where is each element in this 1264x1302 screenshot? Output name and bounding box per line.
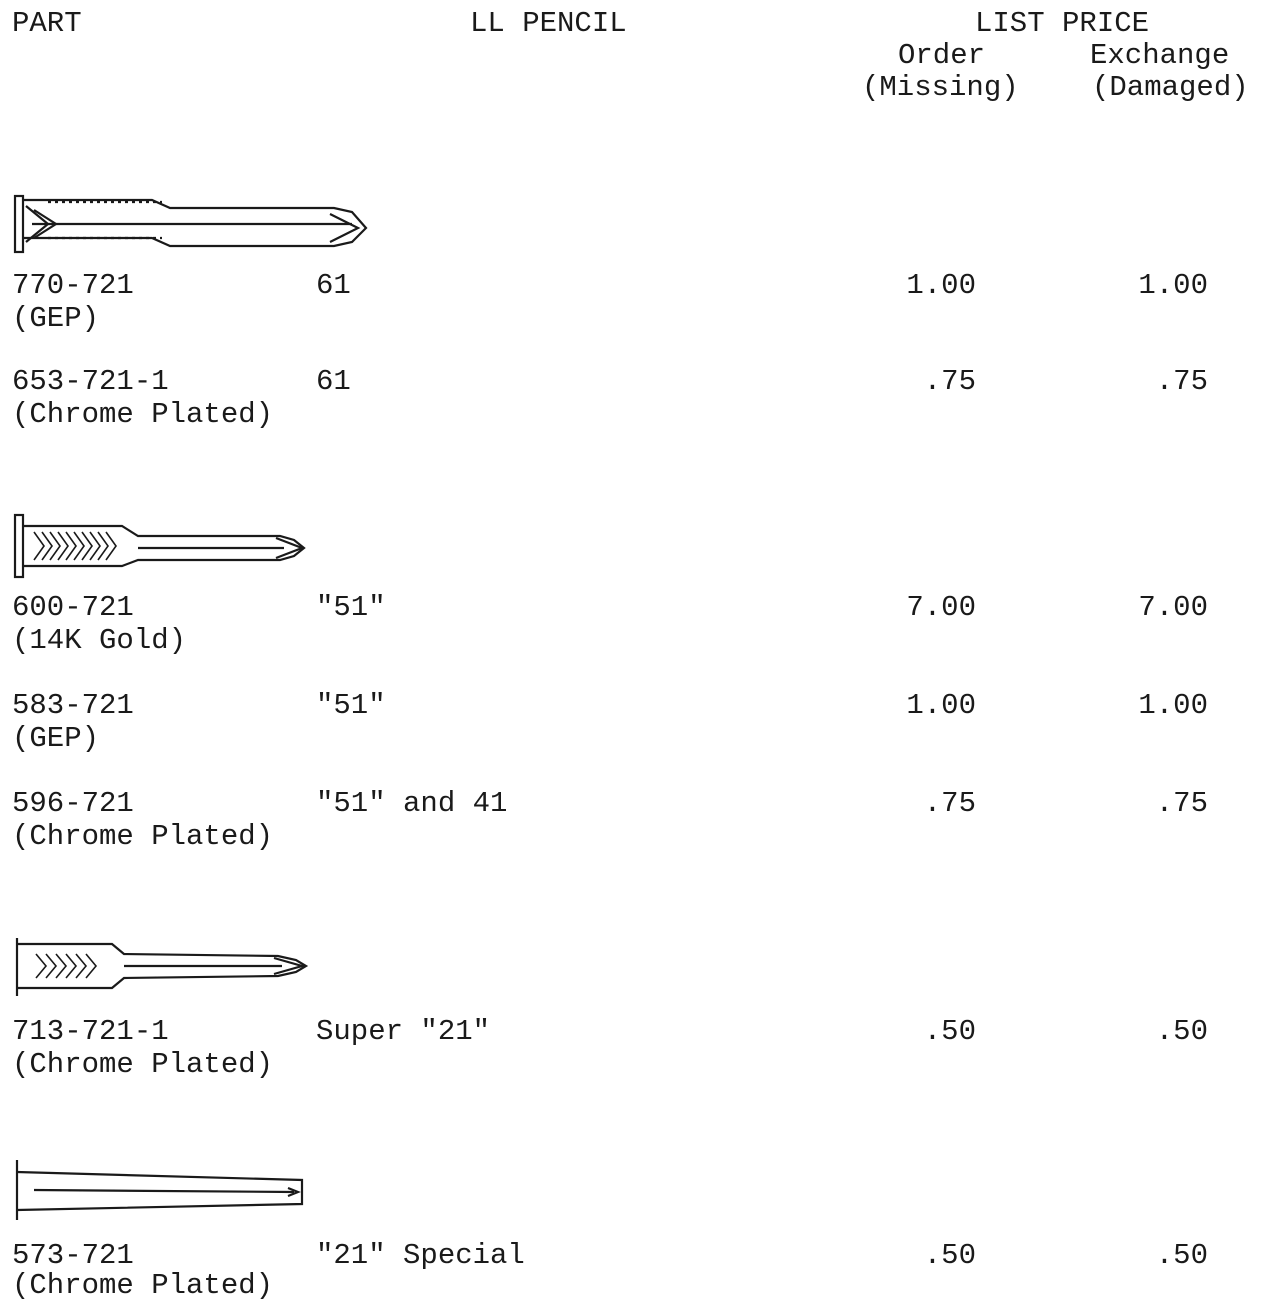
order-column-header: Order bbox=[898, 39, 986, 72]
exchange-column-header: Exchange bbox=[1090, 39, 1230, 72]
arrow-clip-icon bbox=[12, 192, 372, 256]
part-number: 596-721 bbox=[12, 787, 134, 820]
exchange-price: 1.00 bbox=[1138, 269, 1208, 302]
order-price: 1.00 bbox=[906, 269, 976, 302]
pencil-model: 61 bbox=[316, 365, 351, 398]
part-number: 600-721 bbox=[12, 591, 134, 624]
pencil-model: 61 bbox=[316, 269, 351, 302]
exchange-price: 1.00 bbox=[1138, 689, 1208, 722]
exchange-column-subheader: (Damaged) bbox=[1092, 71, 1249, 104]
part-number: 653-721-1 bbox=[12, 365, 169, 398]
part-column-header: PART bbox=[12, 7, 82, 40]
exchange-price: .50 bbox=[1155, 1015, 1208, 1048]
order-price: .75 bbox=[923, 365, 976, 398]
order-price: .75 bbox=[923, 787, 976, 820]
part-finish: (Chrome Plated) bbox=[12, 1269, 274, 1302]
plain-clip-icon bbox=[12, 1158, 312, 1222]
part-number: 770-721 bbox=[12, 269, 134, 302]
part-finish: (Chrome Plated) bbox=[12, 1048, 274, 1081]
part-finish: (Chrome Plated) bbox=[12, 398, 274, 431]
order-price: .50 bbox=[923, 1239, 976, 1272]
exchange-price: 7.00 bbox=[1138, 591, 1208, 624]
part-number: 713-721-1 bbox=[12, 1015, 169, 1048]
list-price-header: LIST PRICE bbox=[975, 7, 1150, 40]
exchange-price: .50 bbox=[1155, 1239, 1208, 1272]
pencil-model: "21" Special bbox=[316, 1239, 525, 1272]
order-column-subheader: (Missing) bbox=[862, 71, 1019, 104]
slim-arrow-clip-icon bbox=[12, 936, 312, 998]
pencil-model: "51" bbox=[316, 591, 386, 624]
pencil-model: "51" bbox=[316, 689, 386, 722]
part-number: 583-721 bbox=[12, 689, 134, 722]
part-finish: (GEP) bbox=[12, 302, 100, 335]
part-finish: (14K Gold) bbox=[12, 624, 187, 657]
pencil-model: "51" and 41 bbox=[316, 787, 508, 820]
part-finish: (Chrome Plated) bbox=[12, 820, 274, 853]
part-number: 573-721 bbox=[12, 1239, 134, 1272]
pencil-column-header: LL PENCIL bbox=[470, 7, 627, 40]
order-price: .50 bbox=[923, 1015, 976, 1048]
part-finish: (GEP) bbox=[12, 722, 100, 755]
exchange-price: .75 bbox=[1155, 787, 1208, 820]
arrow-clip-short-icon bbox=[12, 512, 312, 580]
pencil-model: Super "21" bbox=[316, 1015, 491, 1048]
order-price: 7.00 bbox=[906, 591, 976, 624]
exchange-price: .75 bbox=[1155, 365, 1208, 398]
order-price: 1.00 bbox=[906, 689, 976, 722]
